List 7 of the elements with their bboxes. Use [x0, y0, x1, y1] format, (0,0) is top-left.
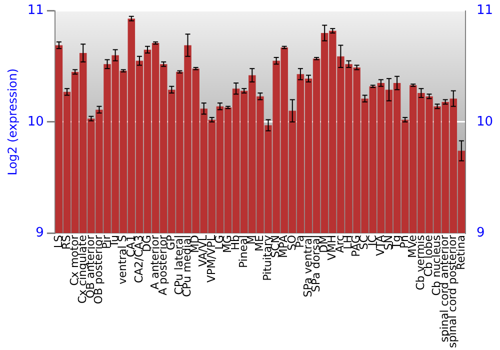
y-axis-title: Log2 (expression)	[5, 68, 20, 176]
y2-tick-label: 11	[476, 3, 494, 18]
y2-tick-label: 9	[476, 225, 485, 240]
y2-tick-label: 10	[476, 114, 494, 130]
y-tick-label: 9	[36, 225, 44, 240]
y-tick-label: 11	[27, 3, 44, 18]
y-tick-label: 10	[27, 114, 44, 130]
